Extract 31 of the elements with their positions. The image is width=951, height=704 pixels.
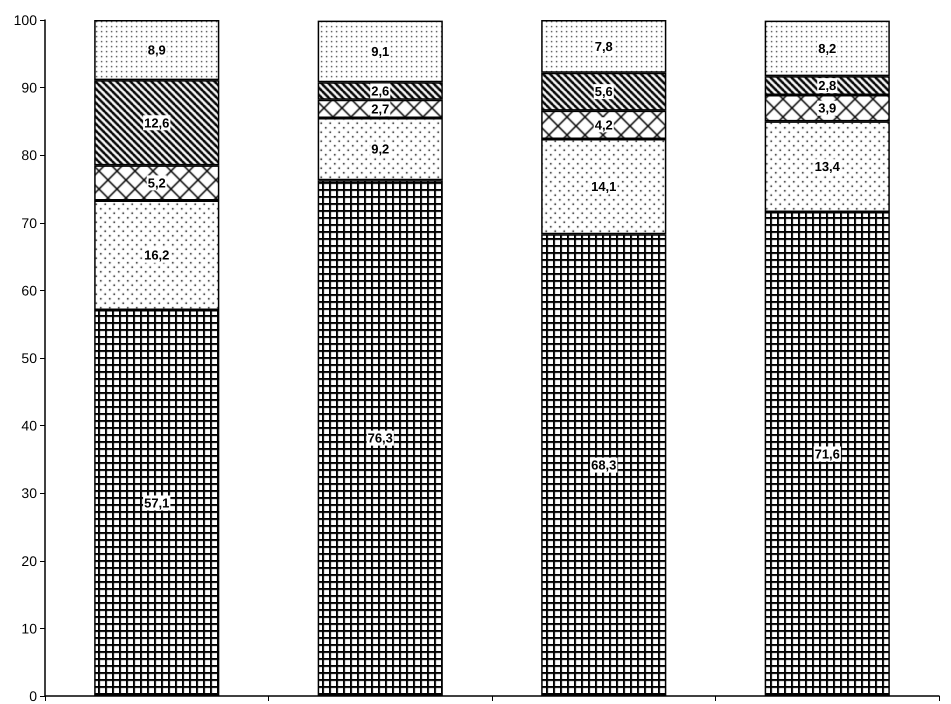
data-label: 3,9 [818, 100, 836, 116]
y-tick-label: 40 [21, 418, 38, 434]
y-tick-label: 90 [21, 80, 38, 96]
y-tick-label: 60 [21, 282, 38, 298]
data-label: 57,1 [144, 496, 170, 510]
data-label: 68,3 [591, 458, 616, 473]
data-label: 13,4 [814, 159, 841, 174]
data-label: 5,2 [148, 175, 166, 190]
data-label: 9,1 [371, 44, 390, 59]
y-tick-label: 10 [21, 620, 38, 636]
y-tick-label: 20 [21, 552, 38, 569]
data-label: 2,6 [371, 83, 390, 98]
y-tick-label: 100 [14, 12, 38, 28]
data-label: 9,2 [371, 142, 390, 157]
data-label: 71,6 [814, 446, 840, 462]
data-label: 16,2 [144, 248, 170, 263]
data-label: 4,2 [594, 117, 613, 132]
data-label: 14,1 [591, 179, 616, 194]
data-label: 2,7 [371, 101, 390, 116]
y-tick-label: 80 [21, 147, 38, 164]
y-tick-label: 70 [21, 214, 38, 231]
data-label: 12,6 [144, 115, 170, 130]
y-tick-label: 50 [21, 350, 38, 366]
data-label: 5,6 [594, 84, 613, 100]
data-label: 8,2 [818, 40, 836, 56]
y-tick-label: 0 [29, 688, 38, 704]
data-label: 76,3 [368, 430, 393, 446]
data-label: 7,8 [594, 38, 613, 54]
data-label: 2,8 [818, 78, 836, 94]
data-label: 8,9 [148, 42, 166, 58]
y-tick-label: 30 [21, 485, 38, 502]
